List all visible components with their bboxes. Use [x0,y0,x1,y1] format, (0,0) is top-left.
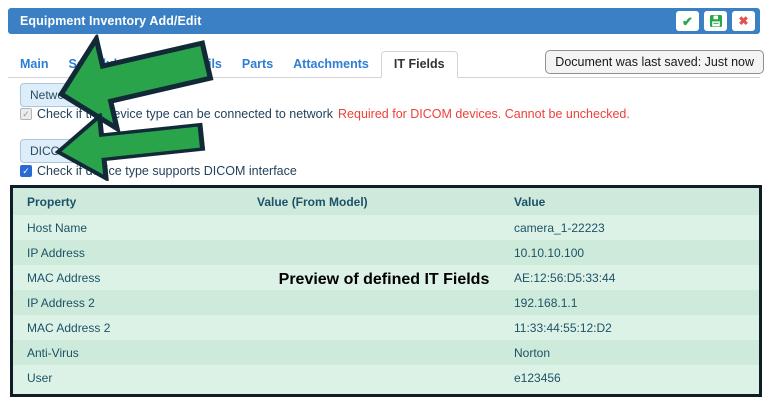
value-from-model-cell [243,240,500,265]
table-row: IP Address 2 192.168.1.1 [13,290,759,315]
last-saved-notice: Document was last saved: Just now [545,50,764,74]
tab-parts[interactable]: Parts [241,57,274,71]
checkmark-icon: ✔ [682,13,693,29]
value-cell: 11:33:44:55:12:D2 [500,315,759,340]
tab-other-details[interactable]: Other Details [144,57,222,71]
property-cell: IP Address 2 [13,290,243,315]
column-header-value: Value [500,188,759,215]
value-cell: AE:12:56:D5:33:44 [500,265,759,290]
titlebar-buttons: ✔ ✖ [676,11,755,31]
tab-schedule[interactable]: Schedule [68,57,125,71]
column-header-value-from-model: Value (From Model) [243,188,500,215]
dicom-checkbox-row: ✓ Check if device type supports DICOM in… [20,164,297,178]
value-from-model-cell [243,265,500,290]
property-cell: MAC Address 2 [13,315,243,340]
close-button[interactable]: ✖ [732,11,755,31]
network-checkbox-label: Check if the device type can be connecte… [37,107,334,121]
value-cell: 10.10.10.100 [500,240,759,265]
dicom-button[interactable]: DICOM [20,139,80,163]
dicom-checkbox-label: Check if device type supports DICOM inte… [37,164,297,178]
value-from-model-cell [243,340,500,365]
close-icon: ✖ [738,14,749,28]
table-row: MAC Address 2 11:33:44:55:12:D2 [13,315,759,340]
property-cell: Host Name [13,215,243,240]
property-cell: IP Address [13,240,243,265]
tab-main[interactable]: Main [20,57,49,71]
network-checkbox-row: ✓ Check if the device type can be connec… [20,107,630,121]
table-row: IP Address 10.10.10.100 [13,240,759,265]
value-cell: camera_1-22223 [500,215,759,240]
dialog-titlebar: Equipment Inventory Add/Edit ✔ ✖ [8,8,760,34]
table-header-row: Property Value (From Model) Value [13,188,759,215]
it-fields-table: Property Value (From Model) Value Host N… [10,185,762,397]
property-cell: User [13,365,243,390]
dicom-checkbox[interactable]: ✓ [20,165,32,177]
dialog-title: Equipment Inventory Add/Edit [20,14,202,28]
property-cell: Anti-Virus [13,340,243,365]
table-row: MAC Address AE:12:56:D5:33:44 [13,265,759,290]
value-from-model-cell [243,315,500,340]
network-warning-text: Required for DICOM devices. Cannot be un… [338,107,630,121]
value-from-model-cell [243,215,500,240]
table-row: Host Name camera_1-22223 [13,215,759,240]
tab-attachments[interactable]: Attachments [293,57,369,71]
value-cell: 192.168.1.1 [500,290,759,315]
save-button[interactable] [704,11,727,31]
value-cell: Norton [500,340,759,365]
network-button[interactable]: Network [20,83,85,107]
table-row: User e123456 [13,365,759,390]
value-from-model-cell [243,290,500,315]
value-cell: e123456 [500,365,759,390]
floppy-disk-icon [709,15,722,27]
column-header-property: Property [13,188,243,215]
network-checkbox[interactable]: ✓ [20,108,32,120]
tab-it-fields[interactable]: IT Fields [380,51,458,78]
table-row: Anti-Virus Norton [13,340,759,365]
value-from-model-cell [243,365,500,390]
confirm-button[interactable]: ✔ [676,11,699,31]
property-cell: MAC Address [13,265,243,290]
